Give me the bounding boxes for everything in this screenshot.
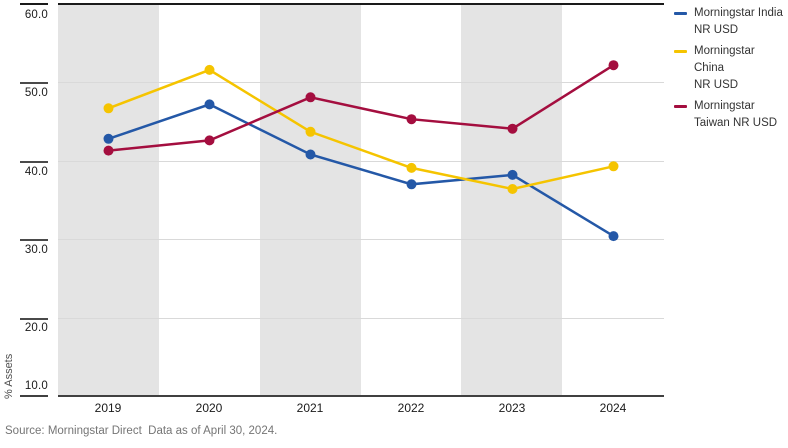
y-tick-60: [20, 3, 48, 5]
x-axis-label-2023: 2023: [498, 401, 526, 415]
y-tick-30: [20, 239, 48, 241]
y-axis-label-20: 20.0: [24, 322, 48, 334]
background-band-2021: [260, 4, 361, 396]
y-axis-label-30: 30.0: [24, 244, 48, 256]
y-axis-label-60: 60.0: [24, 9, 48, 21]
legend-item-india: Morningstar India NR USD: [674, 5, 786, 39]
legend-label-taiwan: Morningstar Taiwan NR USD: [694, 100, 778, 129]
legend-item-taiwan: Morningstar Taiwan NR USD: [674, 98, 786, 132]
gridline-50: [58, 82, 664, 83]
plot-svg: [103, 60, 619, 242]
legend-label-china: Morningstar China NR USD: [694, 45, 755, 91]
legend-label-india: Morningstar India NR USD: [694, 7, 783, 36]
x-axis-line: [58, 395, 664, 397]
gridline-20: [58, 318, 664, 319]
x-axis-label-2020: 2020: [195, 401, 223, 415]
background-band-2023: [461, 4, 562, 396]
x-axis-label-2019: 2019: [94, 401, 122, 415]
gridline-30: [58, 239, 664, 240]
plot-top-border: [58, 3, 664, 5]
x-axis-label-2022: 2022: [397, 401, 425, 415]
legend: Morningstar India NR USD Morningstar Chi…: [674, 5, 786, 136]
source-text: Source: Morningstar Direct Data as of Ap…: [5, 425, 278, 437]
legend-swatch-india: [674, 11, 687, 15]
y-tick-20: [20, 318, 48, 320]
gridline-40: [58, 161, 664, 162]
x-axis-label-2021: 2021: [296, 401, 324, 415]
y-tick-50: [20, 82, 48, 84]
y-tick-40: [20, 161, 48, 163]
legend-item-china: Morningstar China NR USD: [674, 43, 786, 94]
legend-swatch-taiwan: [674, 104, 687, 108]
background-band-2019: [58, 4, 159, 396]
plot-area: [58, 4, 664, 396]
y-tick-10: [20, 395, 48, 397]
y-axis-label-40: 40.0: [24, 166, 48, 178]
y-axis-title: % Assets: [3, 353, 15, 399]
x-axis-label-2024: 2024: [599, 401, 627, 415]
legend-swatch-china: [674, 49, 687, 53]
y-axis-label-10: 10.0: [24, 380, 48, 392]
y-axis-label-50: 50.0: [24, 87, 48, 99]
